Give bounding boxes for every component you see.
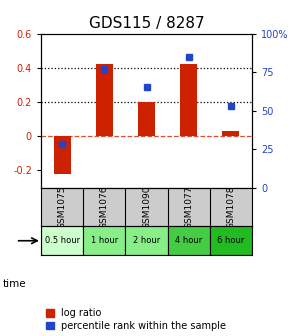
Text: 4 hour: 4 hour bbox=[175, 236, 202, 245]
Legend: log ratio, percentile rank within the sample: log ratio, percentile rank within the sa… bbox=[46, 308, 226, 331]
Text: GSM1078: GSM1078 bbox=[226, 185, 235, 228]
Text: 2 hour: 2 hour bbox=[133, 236, 160, 245]
Text: GSM1077: GSM1077 bbox=[184, 185, 193, 228]
Bar bbox=[210, 226, 252, 255]
Text: time: time bbox=[3, 279, 27, 289]
Bar bbox=[96, 65, 113, 136]
Bar bbox=[41, 226, 83, 255]
Bar bbox=[125, 226, 168, 255]
Text: GSM1075: GSM1075 bbox=[58, 185, 67, 228]
Title: GDS115 / 8287: GDS115 / 8287 bbox=[89, 16, 204, 31]
Bar bbox=[54, 136, 71, 174]
Bar bbox=[222, 131, 239, 136]
Text: GSM1090: GSM1090 bbox=[142, 185, 151, 228]
Text: 0.5 hour: 0.5 hour bbox=[45, 236, 80, 245]
Bar bbox=[180, 65, 197, 136]
Bar bbox=[168, 226, 210, 255]
Text: 1 hour: 1 hour bbox=[91, 236, 118, 245]
Bar bbox=[83, 226, 125, 255]
Bar bbox=[138, 102, 155, 136]
Text: 6 hour: 6 hour bbox=[217, 236, 245, 245]
Text: GSM1076: GSM1076 bbox=[100, 185, 109, 228]
